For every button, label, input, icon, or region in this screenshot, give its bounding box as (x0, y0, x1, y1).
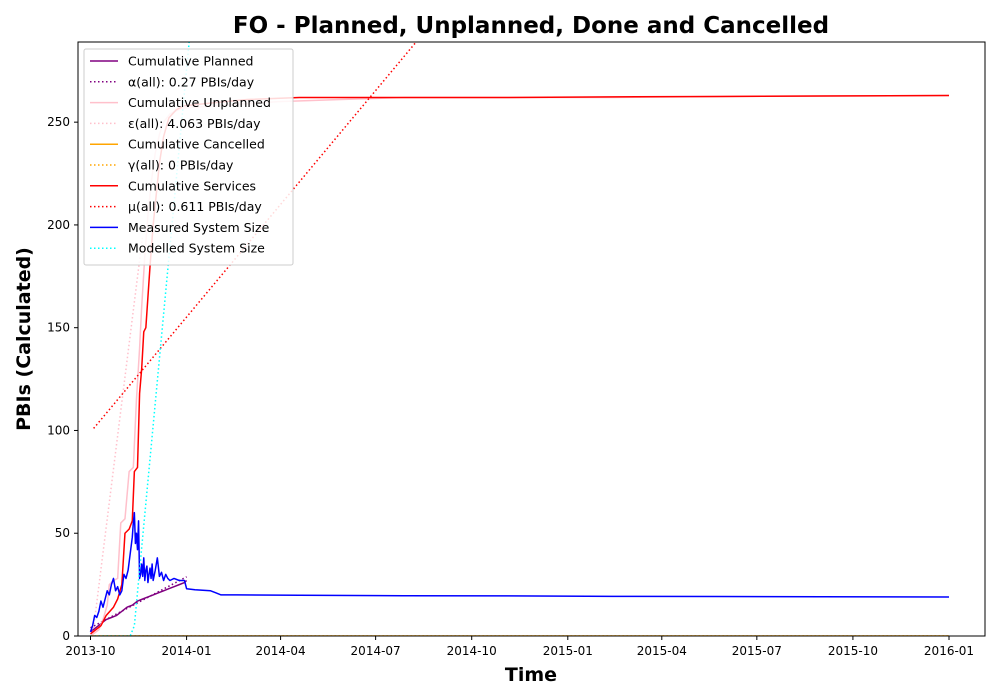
x-tick-label: 2015-01 (543, 644, 593, 658)
x-tick-label: 2015-07 (732, 644, 782, 658)
x-tick-label: 2014-07 (351, 644, 401, 658)
x-tick-label: 2015-04 (637, 644, 687, 658)
legend-label: α(all): 0.27 PBIs/day (128, 74, 255, 89)
y-tick-label: 100 (47, 423, 70, 437)
legend-label: Measured System Size (128, 220, 270, 235)
series-line-cumulative-services (90, 94, 950, 635)
legend-label: Cumulative Unplanned (128, 95, 271, 110)
y-tick-label: 250 (47, 115, 70, 129)
y-tick-label: 150 (47, 321, 70, 335)
chart-title: FO - Planned, Unplanned, Done and Cancel… (233, 13, 829, 39)
legend-label: γ(all): 0 PBIs/day (128, 158, 234, 173)
legend-label: μ(all): 0.611 PBIs/day (128, 199, 262, 214)
x-tick-label: 2014-01 (162, 644, 212, 658)
legend: Cumulative Planned α(all): 0.27 PBIs/day C… (83, 48, 294, 266)
legend-box (83, 48, 294, 266)
y-tick-label: 50 (55, 526, 70, 540)
legend-label: ε(all): 4.063 PBIs/day (128, 116, 261, 131)
x-tick-label: 2015-10 (828, 644, 878, 658)
series-line-all-4-063-pbis-day (91, 235, 144, 636)
x-tick-label: 2014-04 (256, 644, 306, 658)
plot-frame (77, 41, 986, 637)
x-tick-label: 2013-10 (65, 644, 115, 658)
legend-label: Modelled System Size (128, 241, 265, 256)
x-tick-label: 2016-01 (924, 644, 974, 658)
legend-label: Cumulative Planned (128, 54, 253, 69)
legend-label: Cumulative Services (128, 178, 256, 193)
legend-label: Cumulative Cancelled (128, 137, 265, 152)
x-axis-title: Time (505, 664, 557, 686)
y-axis-title: PBIs (Calculated) (13, 247, 35, 431)
series-line-measured-system-size (89, 511, 950, 633)
y-tick-label: 200 (47, 218, 70, 232)
series-line-cumulative-planned (90, 579, 188, 633)
ticks-layer: 2013-10 2014-01 2014-04 2014-07 2014-10 2015-… (47, 115, 974, 658)
y-tick-label: 0 (62, 629, 70, 643)
series-line-modelled-system-size (90, 42, 190, 636)
x-tick-label: 2014-10 (447, 644, 497, 658)
